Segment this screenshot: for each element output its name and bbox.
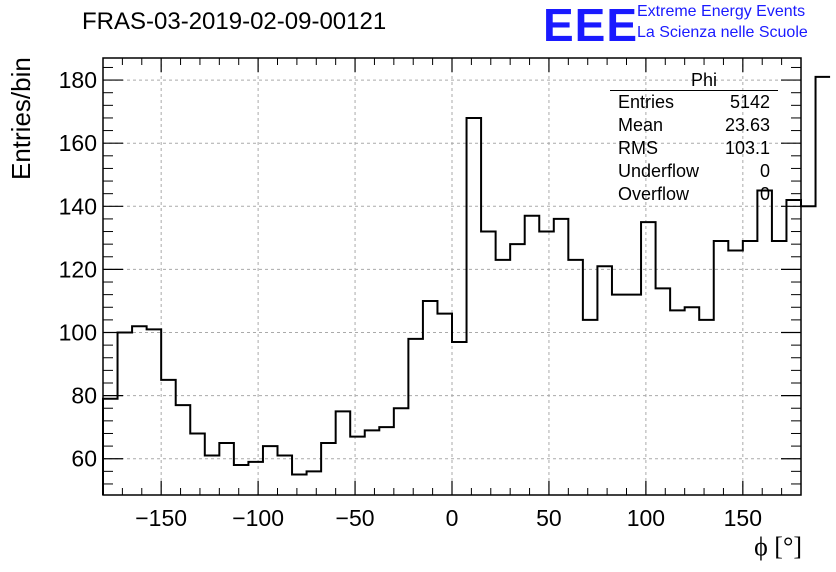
histogram-bin bbox=[350, 437, 365, 495]
histogram-bin bbox=[539, 232, 554, 495]
histogram-bin bbox=[496, 260, 511, 495]
histogram-bin bbox=[510, 244, 525, 495]
histogram-bin bbox=[161, 380, 176, 495]
y-tick-label: 120 bbox=[59, 256, 97, 282]
x-tick-label: 50 bbox=[536, 505, 562, 531]
stats-row-rms: RMS 103.1 bbox=[610, 137, 778, 160]
histogram-bin bbox=[452, 342, 467, 495]
axis-ticks bbox=[102, 58, 802, 495]
stats-value: 23.63 bbox=[724, 115, 770, 135]
tick-labels: −150 −100 −50 0 50 100 150 60 80 100 120 140 160 180 bbox=[59, 67, 762, 531]
histogram-bin bbox=[190, 433, 205, 495]
histogram-bin bbox=[641, 222, 656, 495]
x-tick-label: −50 bbox=[336, 505, 375, 531]
stats-value: 5142 bbox=[729, 92, 770, 112]
histogram-bin bbox=[365, 430, 380, 495]
histogram-bin bbox=[292, 474, 307, 495]
histogram-bin bbox=[772, 241, 787, 495]
histogram-bin bbox=[597, 266, 612, 495]
histogram-bin bbox=[321, 443, 336, 495]
y-tick-label: 80 bbox=[71, 383, 97, 409]
stats-value: 0 bbox=[759, 161, 770, 181]
stats-row-mean: Mean 23.63 bbox=[610, 114, 778, 137]
histogram-bin bbox=[408, 339, 423, 495]
histogram-bin bbox=[583, 320, 598, 495]
histogram-bin bbox=[147, 329, 162, 495]
histogram-bin bbox=[248, 462, 263, 495]
x-tick-label: 0 bbox=[446, 505, 459, 531]
histogram-bin bbox=[205, 456, 220, 495]
histogram-bin bbox=[467, 118, 482, 495]
y-tick-label: 160 bbox=[59, 130, 97, 156]
y-tick-label: 140 bbox=[59, 193, 97, 219]
histogram-bin bbox=[728, 250, 743, 495]
stats-label: RMS bbox=[618, 138, 658, 158]
histogram-series bbox=[102, 75, 831, 495]
histogram-bin bbox=[670, 310, 685, 495]
histogram-bin bbox=[423, 301, 438, 495]
histogram-bin bbox=[336, 411, 351, 495]
stats-row-overflow: Overflow 0 bbox=[610, 183, 778, 206]
histogram-bin bbox=[743, 241, 758, 495]
histogram-bin bbox=[219, 443, 234, 495]
x-tick-label: −150 bbox=[135, 505, 187, 531]
stats-box-title: Phi bbox=[610, 70, 778, 91]
y-tick-label: 180 bbox=[59, 67, 97, 93]
histogram-bin bbox=[437, 314, 452, 495]
stats-value: 0 bbox=[759, 184, 770, 204]
histogram-bin bbox=[816, 77, 831, 495]
histogram-bin bbox=[132, 326, 147, 495]
histogram-step-line bbox=[102, 75, 831, 495]
histogram-bin bbox=[394, 408, 409, 495]
histogram-bin bbox=[568, 260, 583, 495]
stats-label: Overflow bbox=[618, 184, 690, 204]
histogram-bin bbox=[118, 333, 133, 495]
histogram-bin bbox=[656, 288, 671, 495]
histogram-bin bbox=[612, 295, 627, 495]
x-tick-label: 100 bbox=[627, 505, 665, 531]
histogram-bin bbox=[554, 219, 569, 495]
stats-box: Phi Entries 5142 Mean 23.63 RMS 103.1 Un… bbox=[610, 70, 778, 206]
histogram-bin bbox=[278, 456, 293, 495]
logo-caption-line1: Extreme Energy Events bbox=[637, 3, 806, 20]
x-axis-label: ϕ [°] bbox=[754, 532, 802, 561]
stats-label: Underflow bbox=[618, 161, 700, 181]
histogram-bin bbox=[627, 295, 642, 495]
histogram-bin bbox=[685, 307, 700, 495]
chart-title: FRAS-03-2019-02-09-00121 bbox=[82, 8, 387, 35]
histogram-bin bbox=[103, 399, 118, 495]
histogram-bin bbox=[176, 405, 191, 495]
stats-label: Mean bbox=[618, 115, 664, 135]
histogram-bin bbox=[801, 206, 816, 495]
stats-value: 103.1 bbox=[724, 138, 770, 158]
histogram-bin bbox=[263, 446, 278, 495]
stats-row-underflow: Underflow 0 bbox=[610, 160, 778, 183]
x-tick-label: 150 bbox=[724, 505, 762, 531]
logo-caption-line2: La Scienza nelle Scuole bbox=[637, 24, 808, 41]
histogram-bin bbox=[525, 216, 540, 495]
stats-label: Entries bbox=[618, 92, 675, 112]
histogram-bin bbox=[481, 232, 496, 495]
y-tick-label: 60 bbox=[71, 446, 97, 472]
histogram-bin bbox=[714, 241, 729, 495]
y-axis-label: Entries/bin bbox=[6, 57, 36, 180]
histogram-bin bbox=[699, 320, 714, 495]
y-tick-label: 100 bbox=[59, 320, 97, 346]
histogram-bin bbox=[379, 427, 394, 495]
x-tick-label: −100 bbox=[232, 505, 284, 531]
histogram-bin bbox=[757, 191, 772, 495]
histogram-bin bbox=[307, 471, 322, 495]
stats-row-entries: Entries 5142 bbox=[610, 91, 778, 114]
histogram-bin bbox=[234, 465, 249, 495]
eee-logo: EEE bbox=[543, 0, 639, 51]
